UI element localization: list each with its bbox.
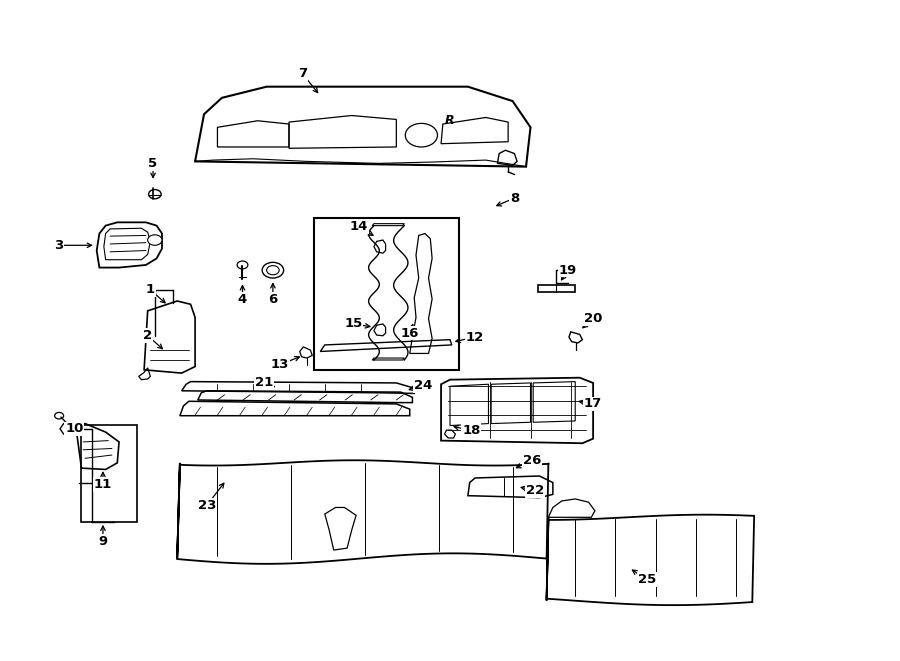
Text: 8: 8 [509,192,519,205]
Text: 5: 5 [148,157,157,170]
Text: 11: 11 [94,478,112,491]
Text: 9: 9 [98,535,107,548]
Circle shape [262,262,284,278]
Text: 21: 21 [255,376,273,389]
Text: 23: 23 [197,499,216,512]
Text: 20: 20 [584,312,602,325]
Polygon shape [441,377,593,444]
Text: 10: 10 [65,422,84,436]
Text: 14: 14 [349,220,368,233]
Text: 13: 13 [271,358,289,371]
Text: 18: 18 [463,424,481,438]
Text: 3: 3 [54,239,63,252]
Polygon shape [546,515,754,605]
Text: 17: 17 [584,397,602,410]
Text: 25: 25 [638,573,656,586]
Circle shape [148,235,162,245]
Bar [314,217,459,369]
Text: 19: 19 [559,264,577,277]
Polygon shape [177,460,548,564]
Text: 15: 15 [345,317,363,330]
Bar [82,425,137,522]
Text: 12: 12 [466,330,484,344]
Text: 2: 2 [143,329,152,342]
Text: 26: 26 [523,454,542,467]
Text: 22: 22 [526,484,544,497]
Text: 6: 6 [268,293,277,305]
Text: 24: 24 [414,379,432,392]
Text: 1: 1 [146,284,155,296]
Text: 7: 7 [298,67,307,80]
Polygon shape [96,222,162,268]
Text: R: R [446,114,454,128]
Text: 4: 4 [238,293,248,305]
Text: 16: 16 [400,327,418,340]
